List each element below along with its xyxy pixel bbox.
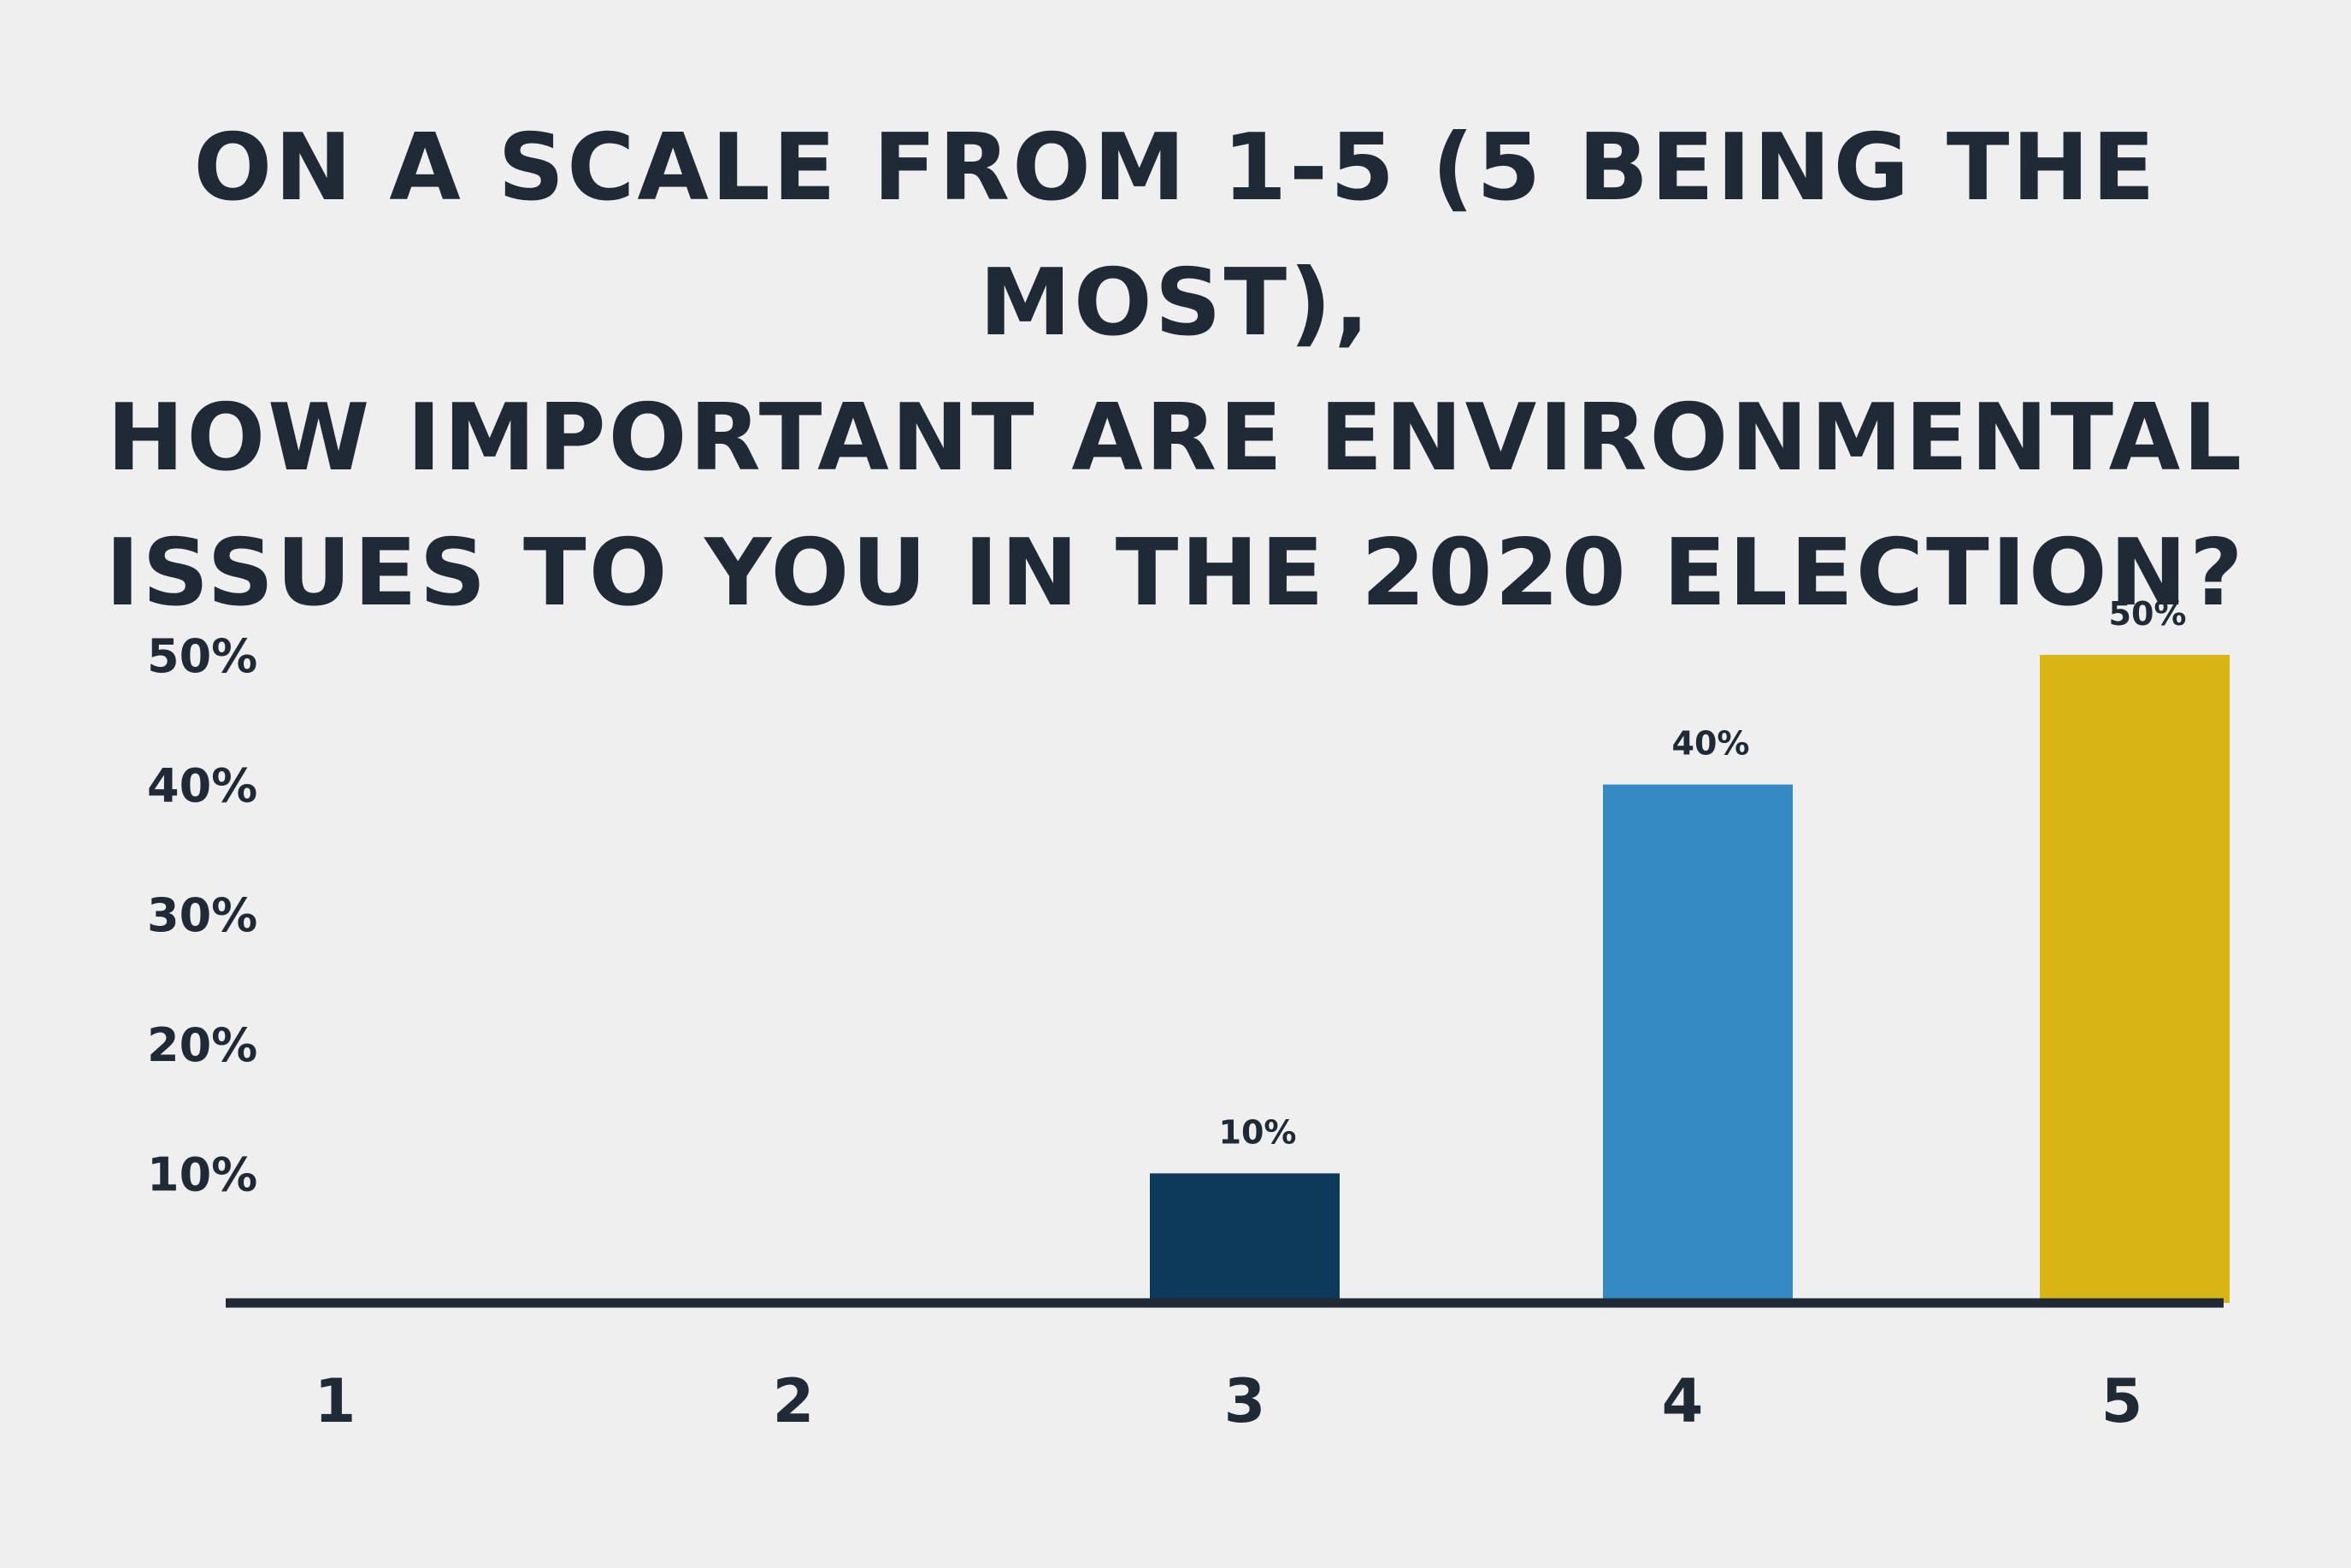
bar-3 bbox=[1150, 1173, 1340, 1303]
y-tick-label: 40% bbox=[147, 759, 257, 813]
chart-title-line-3: ISSUES TO YOU IN THE 2020 ELECTION? bbox=[105, 520, 2246, 627]
bar-5 bbox=[2040, 655, 2230, 1303]
x-tick-label: 5 bbox=[2101, 1366, 2143, 1436]
chart-title-line-2: HOW IMPORTANT ARE ENVIRONMENTAL bbox=[106, 385, 2245, 492]
y-tick-label: 50% bbox=[147, 629, 257, 683]
chart-title: ON A SCALE FROM 1-5 (5 BEING THE MOST), … bbox=[0, 101, 2351, 641]
x-tick-label: 4 bbox=[1662, 1366, 1704, 1436]
y-tick-label: 30% bbox=[147, 888, 257, 942]
y-tick-label: 20% bbox=[147, 1018, 257, 1072]
chart-title-line-1: ON A SCALE FROM 1-5 (5 BEING THE MOST), bbox=[193, 115, 2158, 357]
x-tick-label: 2 bbox=[773, 1366, 815, 1436]
data-label: 40% bbox=[1672, 725, 1750, 763]
y-tick-label: 10% bbox=[147, 1147, 257, 1201]
data-label: 50% bbox=[2109, 595, 2187, 633]
bar-4 bbox=[1603, 784, 1793, 1303]
data-label: 10% bbox=[1219, 1113, 1297, 1151]
x-tick-label: 3 bbox=[1224, 1366, 1266, 1436]
x-tick-label: 1 bbox=[315, 1366, 356, 1436]
